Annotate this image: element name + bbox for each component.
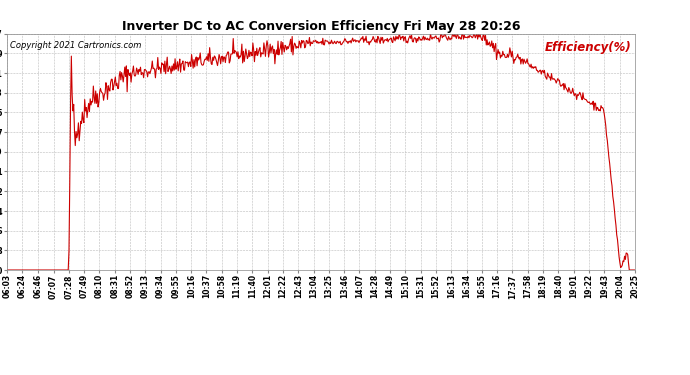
Title: Inverter DC to AC Conversion Efficiency Fri May 28 20:26: Inverter DC to AC Conversion Efficiency … — [121, 20, 520, 33]
Text: Efficiency(%): Efficiency(%) — [545, 41, 631, 54]
Text: Copyright 2021 Cartronics.com: Copyright 2021 Cartronics.com — [10, 41, 141, 50]
